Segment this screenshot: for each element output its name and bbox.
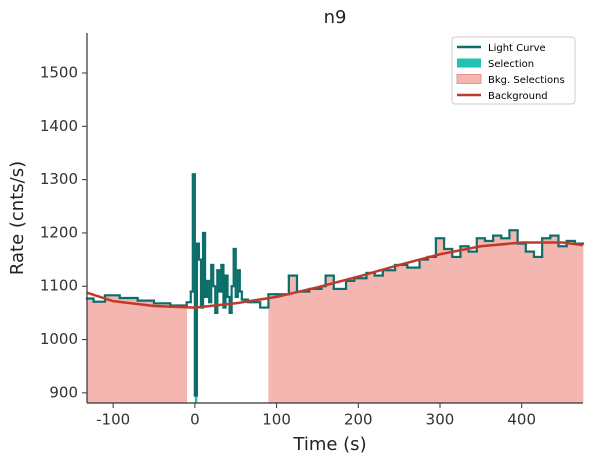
bkg-fill bbox=[276, 294, 290, 403]
bkg-fill bbox=[427, 256, 437, 403]
bkg-fill bbox=[444, 248, 453, 403]
x-axis-label: Time (s) bbox=[292, 434, 366, 455]
bkg-fill bbox=[574, 243, 584, 403]
legend-label: Selection bbox=[488, 59, 534, 70]
y-tick-label: 1200 bbox=[40, 223, 78, 241]
bkg-fill bbox=[542, 238, 551, 403]
bkg-fill bbox=[566, 240, 576, 403]
bkg-fill bbox=[366, 272, 376, 403]
bkg-fill bbox=[533, 256, 543, 403]
bkg-fill bbox=[550, 235, 559, 403]
bkg-fill bbox=[476, 238, 486, 403]
bkg-fill bbox=[354, 278, 367, 403]
bkg-fill bbox=[558, 246, 568, 403]
legend-box bbox=[451, 36, 576, 105]
bkg-fill bbox=[87, 298, 94, 403]
bkg-fill bbox=[325, 275, 335, 403]
chart-title: n9 bbox=[324, 7, 347, 28]
bkg-fill bbox=[346, 280, 355, 403]
y-axis-label: Rate (cnts/s) bbox=[7, 161, 28, 275]
bkg-fill bbox=[484, 240, 494, 403]
bkg-fill bbox=[517, 243, 527, 403]
bkg-fill bbox=[460, 246, 470, 403]
background-line bbox=[86, 241, 584, 309]
x-tick-label: 0 bbox=[190, 411, 200, 429]
bkg-fill bbox=[419, 259, 429, 403]
bkg-fill bbox=[468, 251, 478, 403]
bkg-fill bbox=[309, 288, 322, 403]
legend-label: Light Curve bbox=[488, 43, 546, 54]
x-tick-label: 300 bbox=[426, 411, 455, 429]
bkg-fill bbox=[104, 295, 121, 403]
bkg-fill bbox=[525, 251, 535, 403]
bkg-fill bbox=[333, 288, 347, 403]
bkg-fill bbox=[407, 267, 420, 403]
bkg-fill bbox=[509, 230, 519, 403]
x-tick-label: 200 bbox=[344, 411, 373, 429]
y-tick-label: 1500 bbox=[40, 63, 78, 81]
x-tick-label: 400 bbox=[507, 411, 536, 429]
x-tick-label: -100 bbox=[96, 411, 130, 429]
y-tick-label: 900 bbox=[49, 383, 78, 401]
bkg-fill bbox=[382, 270, 396, 403]
bkg-fill bbox=[297, 291, 310, 403]
bkg-fill bbox=[119, 297, 139, 403]
y-tick-label: 1300 bbox=[40, 170, 78, 188]
bkg-fill bbox=[374, 275, 384, 403]
bkg-fill bbox=[501, 238, 510, 403]
legend-swatch bbox=[457, 58, 481, 68]
y-tick-label: 1000 bbox=[40, 330, 78, 348]
x-tick-label: 100 bbox=[262, 411, 291, 429]
bkg-fill bbox=[435, 238, 445, 403]
bkg-fill bbox=[395, 264, 408, 403]
plot-area bbox=[85, 173, 585, 403]
selection-fill bbox=[194, 395, 198, 403]
bkg-fill bbox=[268, 294, 277, 403]
bkg-fill bbox=[137, 300, 155, 403]
y-tick-label: 1100 bbox=[40, 277, 78, 295]
bkg-fill bbox=[452, 256, 461, 403]
bkg-fill bbox=[493, 235, 502, 403]
legend-label: Bkg. Selections bbox=[488, 75, 565, 86]
y-tick-label: 1400 bbox=[40, 117, 78, 135]
bkg-fill bbox=[154, 303, 171, 403]
legend-label: Background bbox=[488, 91, 548, 102]
legend-swatch bbox=[456, 74, 482, 84]
bkg-fill bbox=[170, 305, 188, 403]
bkg-fill bbox=[321, 286, 327, 403]
bkg-fill bbox=[93, 301, 106, 403]
bkg-fill bbox=[288, 275, 298, 403]
